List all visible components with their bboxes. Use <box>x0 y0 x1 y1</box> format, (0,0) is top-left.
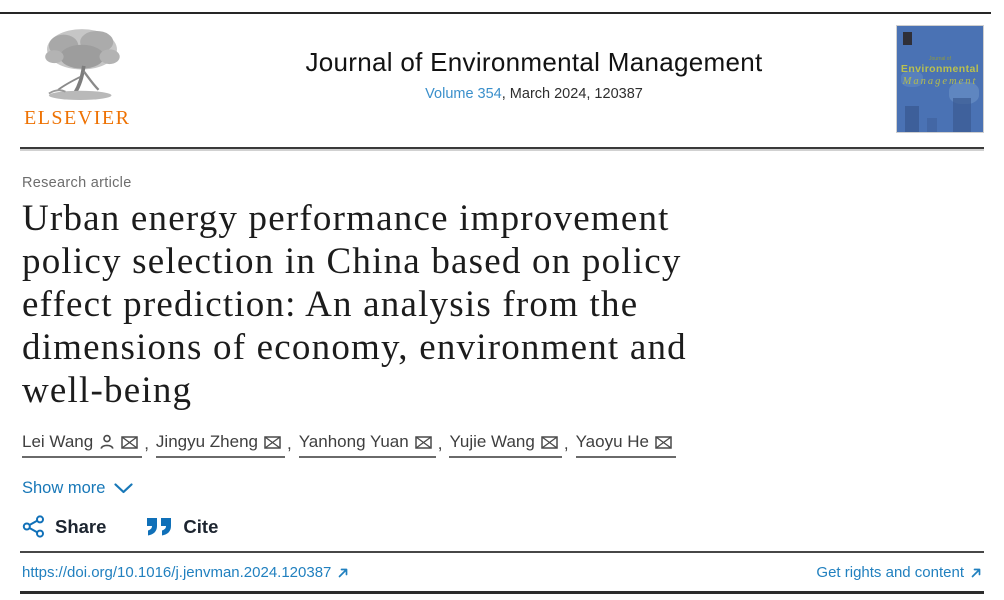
doi-bottom-divider <box>20 591 984 594</box>
author-name: Yaoyu He <box>575 432 649 451</box>
journal-header: ELSEVIER Journal of Environmental Manage… <box>0 0 1004 139</box>
author-name: Lei Wang <box>22 432 94 451</box>
author-link[interactable]: Yaoyu He <box>575 432 676 458</box>
author-separator: , <box>563 434 569 453</box>
external-link-icon <box>339 568 348 577</box>
title-line: policy selection in China based on polic… <box>22 241 682 282</box>
author-link[interactable]: Lei Wang <box>22 432 143 458</box>
get-rights-text: Get rights and content <box>816 564 964 581</box>
email-icon[interactable] <box>541 435 558 449</box>
author-name: Jingyu Zheng <box>155 432 258 451</box>
chevron-down-icon <box>114 483 134 494</box>
volume-link[interactable]: Volume 354 <box>425 86 502 102</box>
cover-art-building <box>927 118 937 132</box>
author-link[interactable]: Jingyu Zheng <box>155 432 285 458</box>
elsevier-logo[interactable]: ELSEVIER <box>22 25 172 130</box>
show-more-label: Show more <box>22 479 106 497</box>
cover-art-shape <box>901 71 923 87</box>
cover-title-line2: Management <box>902 76 978 87</box>
share-button[interactable]: Share <box>22 515 106 538</box>
email-icon[interactable] <box>655 435 672 449</box>
cite-quote-icon <box>147 518 172 536</box>
article-type-label: Research article <box>22 175 132 191</box>
volume-issue-line: Volume 354, March 2024, 120387 <box>172 86 896 102</box>
elsevier-wordmark: ELSEVIER <box>24 107 131 129</box>
article-header-section: Research article Urban energy performanc… <box>0 175 1004 538</box>
title-line: Urban energy performance improvement <box>22 198 670 239</box>
doi-top-divider <box>20 551 984 553</box>
cite-button[interactable]: Cite <box>146 516 218 538</box>
get-rights-link[interactable]: Get rights and content <box>816 564 982 581</box>
article-actions: Share Cite <box>22 515 982 538</box>
email-icon[interactable] <box>121 435 138 449</box>
cover-kicker-text: Journal of <box>929 56 951 62</box>
article-title: Urban energy performance improvement pol… <box>22 197 982 412</box>
author-list: Lei Wang , Jingyu Zheng , Yanhong Yuan <box>22 432 982 458</box>
journal-cover-thumbnail[interactable]: Journal of Environmental Management <box>896 25 984 133</box>
cover-art-building <box>905 106 919 132</box>
window-top-border <box>0 12 991 14</box>
email-icon[interactable] <box>414 435 432 449</box>
journal-title-link[interactable]: Journal of Environmental Management <box>305 47 763 77</box>
title-line: well-being <box>22 370 193 411</box>
cover-publisher-mark <box>903 32 912 45</box>
elsevier-tree-icon <box>45 29 120 100</box>
author-separator: , <box>287 434 292 453</box>
doi-text: https://doi.org/10.1016/j.jenvman.2024.1… <box>22 564 332 581</box>
share-label: Share <box>55 515 107 537</box>
author-name: Yanhong Yuan <box>298 432 409 451</box>
show-more-button[interactable]: Show more <box>22 479 134 498</box>
author-link[interactable]: Yujie Wang <box>449 432 562 458</box>
title-line: effect prediction: An analysis from the <box>22 284 639 325</box>
title-line: dimensions of economy, environment and <box>22 327 687 368</box>
cover-title-line1: Environmental <box>900 63 980 75</box>
author-separator: , <box>437 434 443 453</box>
external-link-icon <box>971 568 981 577</box>
author-name: Yujie Wang <box>449 432 535 451</box>
cite-label: Cite <box>183 515 219 537</box>
header-divider <box>20 147 984 149</box>
person-icon <box>100 434 114 449</box>
author-link[interactable]: Yanhong Yuan <box>298 432 436 458</box>
author-separator: , <box>144 434 149 453</box>
journal-info: Journal of Environmental Management Volu… <box>172 25 896 102</box>
email-icon[interactable] <box>264 435 281 449</box>
cover-art-building <box>953 98 971 132</box>
share-icon <box>22 515 44 538</box>
doi-link[interactable]: https://doi.org/10.1016/j.jenvman.2024.1… <box>22 564 349 581</box>
issue-info: , March 2024, 120387 <box>501 86 643 102</box>
doi-row: https://doi.org/10.1016/j.jenvman.2024.1… <box>0 553 1004 591</box>
